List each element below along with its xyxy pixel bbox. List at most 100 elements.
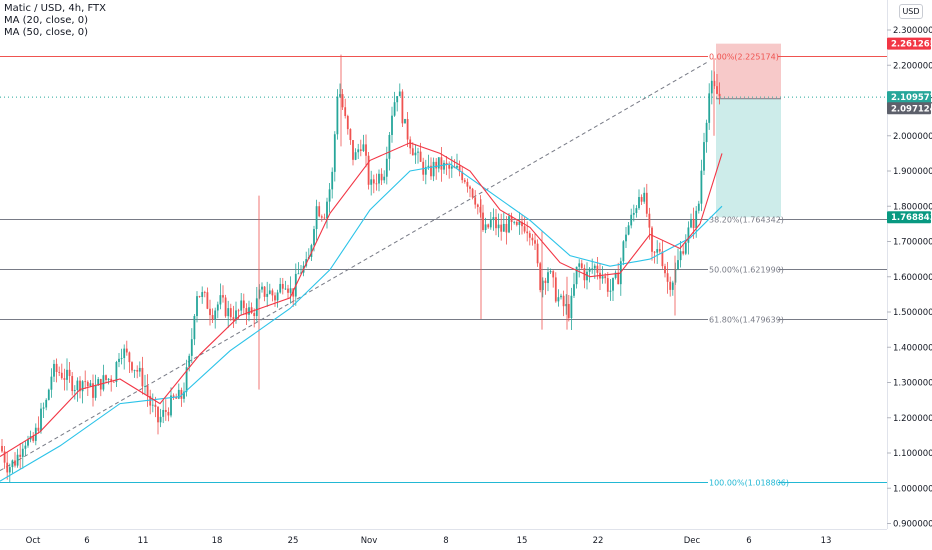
candle-body [388, 134, 391, 159]
currency-button[interactable]: USD [899, 4, 923, 19]
candle-body [3, 451, 6, 463]
candle-body [180, 389, 183, 399]
candle-body [695, 210, 698, 229]
candle-body [523, 226, 526, 232]
candle-body [198, 296, 201, 298]
candle-body [430, 165, 432, 177]
candle-body [201, 292, 204, 298]
candle-body [409, 139, 412, 149]
candle-body [133, 370, 136, 371]
candle-body [279, 283, 282, 293]
candle-body [84, 381, 87, 383]
candle-body [604, 276, 607, 279]
candle-body [549, 271, 552, 273]
candle-body [487, 224, 490, 228]
candle-body [716, 86, 718, 94]
candle-body [73, 389, 76, 392]
ma50-indicator-label[interactable]: MA (50, close, 0) [4, 27, 89, 38]
candle-body [596, 265, 599, 273]
candle-body [666, 273, 669, 282]
candle-body [612, 277, 614, 291]
ma50-value-marker-text: 1.768843 [891, 213, 932, 223]
candle-body [341, 94, 344, 108]
candle-body [271, 290, 274, 296]
candle-body [154, 404, 157, 407]
ma20-line [0, 142, 723, 457]
candle-body [339, 94, 341, 97]
candle-body [253, 313, 256, 317]
candle-body [209, 308, 211, 316]
candle-body [359, 149, 362, 151]
candle-body [528, 233, 531, 238]
candle-body [645, 192, 648, 214]
y-tick-label: 1.400000 [893, 343, 932, 353]
candle-body [175, 397, 178, 399]
candle-body [71, 376, 74, 392]
candle-body [76, 380, 79, 390]
candle-body [648, 213, 651, 228]
candle-body [580, 263, 583, 269]
ma20-value-marker-box [887, 102, 931, 115]
candle-body [664, 266, 666, 274]
candle-body [211, 315, 214, 320]
candle-body [281, 283, 284, 289]
candle-body [242, 300, 245, 309]
candle-body [190, 339, 193, 356]
candle-body [167, 411, 170, 416]
candle-body [266, 293, 269, 297]
candle-body [47, 389, 50, 400]
candle-body [188, 355, 191, 368]
candle-body [705, 122, 708, 143]
candle-body [263, 286, 266, 297]
candle-body [638, 197, 640, 209]
candle-body [474, 197, 477, 205]
ma50-value-marker-box [887, 211, 931, 224]
candle-body [224, 297, 227, 317]
x-tick-label: Oct [26, 536, 41, 546]
x-tick-label: 11 [138, 536, 149, 546]
candle-body [50, 376, 53, 390]
ma50-line [0, 163, 723, 482]
y-tick-label: 1.200000 [893, 414, 932, 424]
candle-body [588, 268, 591, 272]
candle-body [601, 276, 604, 279]
candle-body [203, 292, 206, 293]
candle-body [552, 271, 555, 278]
candle-body [567, 304, 570, 319]
candle-body [21, 448, 24, 457]
candle-body [513, 221, 516, 223]
x-tick-label: 15 [517, 536, 528, 546]
candle-body [287, 288, 289, 293]
candle-body [534, 240, 536, 244]
take-profit-zone [716, 98, 781, 218]
candle-body [443, 162, 445, 170]
candle-body [575, 266, 578, 285]
x-tick-label: 13 [821, 536, 832, 546]
symbol-title[interactable]: Matic / USD, 4h, FTX [4, 3, 106, 14]
candle-body [245, 308, 248, 315]
candle-body [495, 217, 497, 229]
candle-body [164, 409, 167, 412]
candle-body [609, 290, 612, 292]
candle-body [404, 119, 406, 124]
candle-body [261, 286, 263, 290]
candle-body [66, 369, 68, 380]
y-tick-label: 1.100000 [893, 449, 932, 459]
ma20-value-marker-text: 2.097124 [891, 104, 932, 114]
candle-body [118, 358, 120, 362]
candle-body [630, 214, 633, 226]
candle-body [661, 251, 664, 267]
candle-body [547, 272, 549, 284]
fib-level-label: 61.80%(1.479639) [709, 316, 784, 325]
candle-body [435, 161, 438, 169]
candle-body [237, 310, 240, 312]
candle-body [333, 134, 336, 172]
ma20-indicator-label[interactable]: MA (20, close, 0) [4, 15, 89, 26]
candle-body [235, 310, 237, 321]
y-tick-label: 2.300000 [893, 26, 932, 36]
candle-body [570, 295, 573, 319]
candle-body [157, 406, 159, 423]
candle-body [112, 381, 115, 383]
candle-body [674, 269, 677, 283]
